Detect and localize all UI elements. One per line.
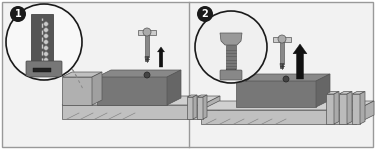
Polygon shape — [201, 101, 374, 110]
Circle shape — [144, 72, 150, 78]
Polygon shape — [280, 63, 284, 69]
Bar — [31, 14, 53, 66]
Polygon shape — [197, 97, 203, 119]
Circle shape — [44, 52, 48, 56]
Polygon shape — [187, 97, 193, 119]
Polygon shape — [62, 72, 102, 77]
Bar — [145, 35, 149, 56]
Polygon shape — [356, 101, 374, 124]
Polygon shape — [236, 81, 316, 107]
Polygon shape — [334, 91, 339, 124]
Polygon shape — [187, 95, 197, 97]
Polygon shape — [202, 96, 220, 119]
Circle shape — [197, 6, 213, 22]
Polygon shape — [220, 33, 242, 45]
Polygon shape — [347, 91, 352, 124]
Circle shape — [10, 6, 26, 22]
Ellipse shape — [278, 35, 286, 43]
Polygon shape — [326, 91, 339, 94]
Circle shape — [44, 40, 48, 44]
Circle shape — [195, 11, 267, 83]
Circle shape — [6, 4, 82, 80]
Polygon shape — [226, 69, 236, 75]
Polygon shape — [203, 95, 207, 119]
Polygon shape — [316, 74, 330, 107]
Polygon shape — [360, 91, 365, 124]
Circle shape — [44, 58, 48, 62]
Polygon shape — [62, 105, 202, 119]
Bar — [280, 42, 284, 63]
Polygon shape — [158, 47, 165, 67]
Bar — [138, 30, 156, 35]
Text: 2: 2 — [202, 9, 208, 19]
Polygon shape — [326, 94, 334, 124]
Ellipse shape — [143, 28, 151, 36]
Polygon shape — [201, 110, 356, 124]
Circle shape — [44, 34, 48, 38]
Circle shape — [44, 22, 48, 26]
Text: 1: 1 — [15, 9, 21, 19]
Bar — [33, 68, 51, 72]
FancyBboxPatch shape — [220, 70, 242, 80]
Circle shape — [44, 46, 48, 50]
Polygon shape — [97, 70, 181, 77]
Bar — [273, 37, 291, 42]
Polygon shape — [352, 94, 360, 124]
FancyBboxPatch shape — [26, 61, 62, 77]
Polygon shape — [293, 44, 307, 79]
Circle shape — [283, 76, 289, 82]
Polygon shape — [62, 96, 220, 105]
Polygon shape — [97, 77, 167, 105]
Polygon shape — [339, 91, 352, 94]
Polygon shape — [92, 72, 102, 105]
Polygon shape — [236, 74, 330, 81]
Polygon shape — [352, 91, 365, 94]
Polygon shape — [193, 95, 197, 119]
Circle shape — [44, 28, 48, 32]
Polygon shape — [167, 70, 181, 105]
Bar — [226, 45, 236, 69]
Polygon shape — [197, 95, 207, 97]
Polygon shape — [339, 94, 347, 124]
Polygon shape — [62, 77, 92, 105]
Polygon shape — [145, 56, 149, 62]
